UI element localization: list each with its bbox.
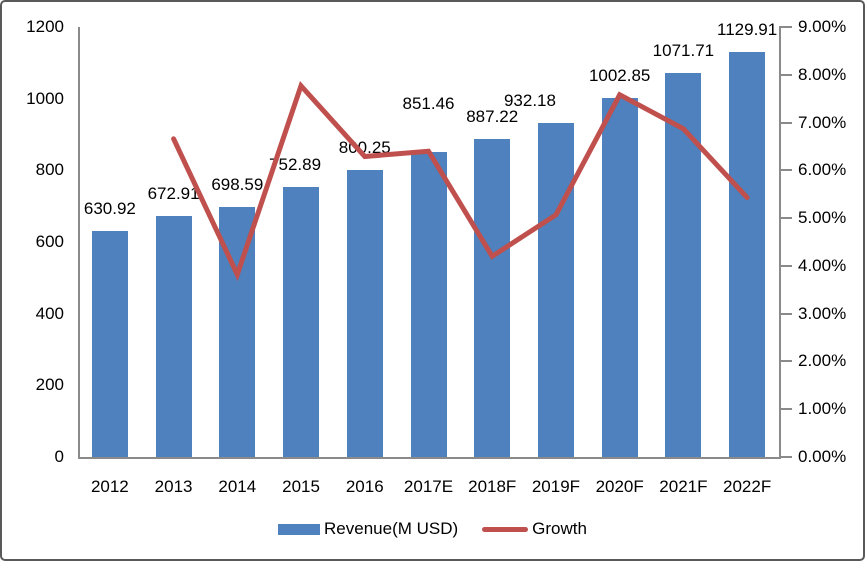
left-axis-tick-label: 400 <box>35 303 64 323</box>
left-axis-tick-label: 1200 <box>26 17 64 36</box>
right-axis-tick-label: 9.00% <box>798 17 847 36</box>
bar-value-label: 1071.71 <box>652 40 715 60</box>
legend-revenue-swatch-icon <box>278 523 321 535</box>
right-axis-tick <box>779 360 792 363</box>
right-axis-tick <box>779 264 792 267</box>
right-axis-tick <box>779 456 792 458</box>
right-axis-line <box>779 27 781 457</box>
right-axis-tick-label: 0.00% <box>798 447 847 466</box>
left-axis-line <box>78 27 80 457</box>
x-axis-category-label: 2016 <box>345 477 384 496</box>
right-axis-tick <box>779 408 792 411</box>
revenue-bar <box>410 151 447 457</box>
bar-value-label: 698.59 <box>211 174 264 194</box>
x-axis-category-label: 2021F <box>659 477 708 496</box>
x-axis-line <box>78 457 781 459</box>
revenue-bar <box>219 206 256 457</box>
right-axis-tick-label: 6.00% <box>798 160 847 180</box>
right-axis-tick-label: 1.00% <box>798 399 847 419</box>
right-axis-tick <box>779 121 792 124</box>
bar-value-label: 932.18 <box>503 90 556 110</box>
x-axis-category-label: 2019F <box>531 477 581 496</box>
revenue-bar <box>474 139 511 457</box>
x-axis-category-label: 2022F <box>723 477 772 496</box>
right-axis-tick <box>779 73 792 76</box>
bar-value-label: 800.25 <box>338 138 391 158</box>
right-axis-tick-label: 4.00% <box>798 255 847 275</box>
right-axis-tick <box>779 312 792 315</box>
left-axis-tick-label: 0 <box>54 447 64 466</box>
bar-value-label: 1002.85 <box>588 65 651 85</box>
bar-value-label: 1129.91 <box>717 20 778 40</box>
x-axis-category-label: 2020F <box>595 477 644 496</box>
x-axis-category-label: 2012 <box>90 477 129 496</box>
revenue-bar <box>283 187 320 457</box>
x-axis-category-label: 2013 <box>154 477 193 496</box>
legend-growth-swatch-icon <box>482 526 529 532</box>
legend-revenue-label: Revenue(M USD) <box>324 519 459 538</box>
revenue-bar <box>537 122 574 457</box>
x-axis-category-label: 2018F <box>468 477 517 496</box>
right-axis-tick <box>779 169 792 172</box>
x-axis-category-label: 2017E <box>403 477 454 496</box>
x-axis-category-label: 2014 <box>218 477 257 496</box>
revenue-bar <box>729 52 766 457</box>
legend: Revenue(M USD) Growth <box>2 518 863 540</box>
left-axis-tick-label: 1000 <box>26 88 64 108</box>
right-axis-tick-label: 7.00% <box>798 112 847 132</box>
revenue-bar <box>601 97 638 457</box>
right-axis-tick <box>779 26 792 28</box>
revenue-bar <box>665 72 702 457</box>
right-axis-tick-label: 8.00% <box>798 64 847 84</box>
right-axis-tick-label: 2.00% <box>798 351 847 371</box>
right-axis-tick-label: 3.00% <box>798 303 847 323</box>
right-axis-tick <box>779 217 792 220</box>
bar-value-label: 630.92 <box>83 198 136 218</box>
revenue-bar <box>155 215 192 457</box>
left-axis-tick-label: 800 <box>35 160 64 180</box>
left-axis-tick-label: 200 <box>35 375 64 395</box>
right-axis-tick-label: 5.00% <box>798 208 847 228</box>
left-axis-tick-label: 600 <box>35 232 64 251</box>
revenue-bar <box>346 170 383 457</box>
revenue-bar <box>91 230 128 457</box>
legend-growth-label: Growth <box>532 519 587 538</box>
x-axis-category-label: 2015 <box>282 477 320 496</box>
